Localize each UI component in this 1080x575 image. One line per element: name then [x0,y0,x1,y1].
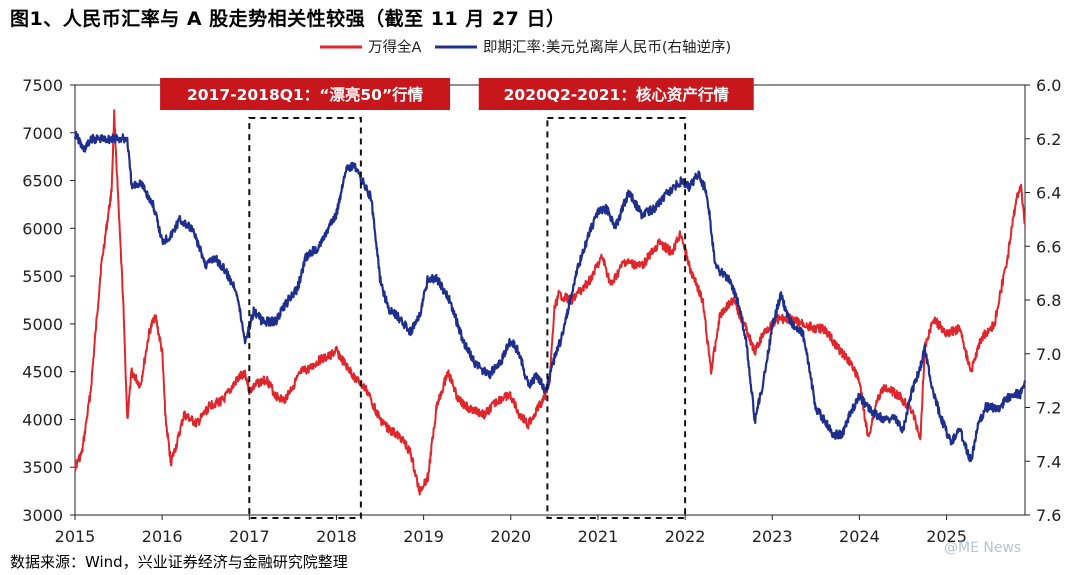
x-axis-tick-label: 2024 [839,527,880,546]
right-axis-tick-label: 7.0 [1036,345,1061,364]
right-axis-tick-label: 6.6 [1036,237,1061,256]
source-note: 数据来源：Wind，兴业证券经济与金融研究院整理 [10,553,348,571]
left-axis-tick-label: 3000 [22,506,63,525]
left-axis-tick-label: 4000 [22,410,63,429]
left-axis-tick-label: 7000 [22,124,63,143]
left-axis-tick-label: 6000 [22,219,63,238]
x-axis-tick-label: 2023 [752,527,793,546]
right-axis-tick-label: 6.0 [1036,76,1061,95]
annotation-label: 2017-2018Q1：“漂亮50”行情 [187,85,424,104]
right-axis-tick-label: 7.4 [1036,452,1061,471]
plot-frame [74,84,1026,516]
x-axis-tick-label: 2022 [665,527,706,546]
left-axis-tick-label: 6500 [22,172,63,191]
x-axis-tick-label: 2020 [490,527,531,546]
left-axis-tick-label: 4500 [22,363,63,382]
annotation-period-box [248,117,362,519]
legend-label-usdcnh: 即期汇率:美元兑离岸人民币(右轴逆序) [483,39,731,56]
x-axis-tick-label: 2018 [316,527,357,546]
left-axis-tick-label: 5000 [22,315,63,334]
x-axis-tick-label: 2025 [926,527,967,546]
right-axis-tick-label: 7.2 [1036,399,1061,418]
right-axis-tick-label: 6.2 [1036,130,1061,149]
x-axis-tick-label: 2015 [55,527,96,546]
x-axis-tick-label: 2021 [578,527,619,546]
annotation-label-box [160,78,451,110]
chart-title: 图1、人民币汇率与 A 股走势相关性较强（截至 11 月 27 日） [10,8,566,30]
annotation-period-box [546,117,687,519]
right-axis-tick-label: 6.4 [1036,184,1061,203]
legend-label-wind-a: 万得全A [368,38,421,56]
x-axis-tick-label: 2016 [142,527,183,546]
annotation-label: 2020Q2-2021：核心资产行情 [504,85,730,104]
x-axis-tick-label: 2017 [229,527,270,546]
series-line-usdcnh [73,130,1027,463]
left-axis-tick-label: 3500 [22,458,63,477]
annotation-label-box [478,78,754,110]
watermark: @ME News [944,540,1022,556]
right-axis-tick-label: 7.6 [1036,506,1061,525]
left-axis-tick-label: 5500 [22,267,63,286]
left-axis-tick-label: 7500 [22,76,63,95]
right-axis-tick-label: 6.8 [1036,291,1061,310]
series-line-wind-a [74,109,1026,496]
x-axis-tick-label: 2019 [403,527,444,546]
